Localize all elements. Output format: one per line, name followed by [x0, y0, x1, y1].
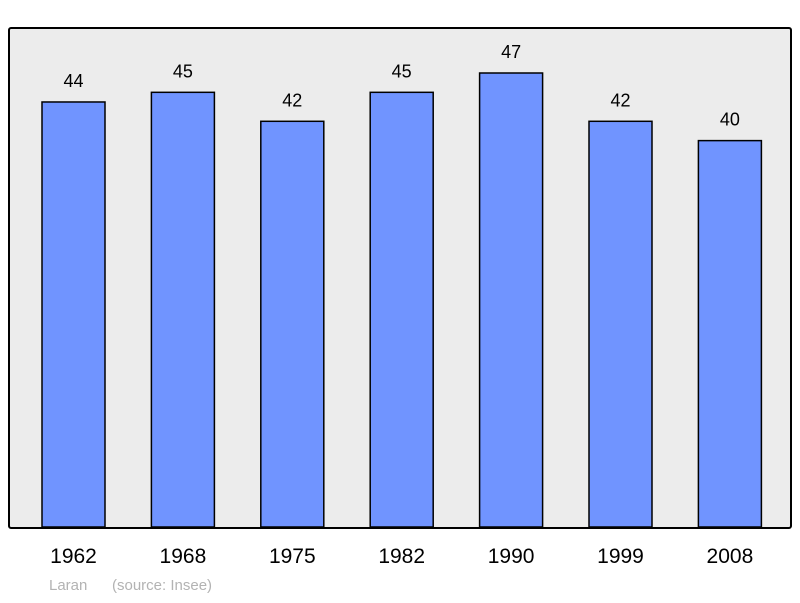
- x-tick-label-1982: 1982: [378, 545, 425, 568]
- x-tick-label-1962: 1962: [50, 545, 97, 568]
- bar-1962: [41, 101, 106, 528]
- data-label-1982: 45: [392, 61, 412, 81]
- data-label-1962: 44: [63, 71, 83, 91]
- data-label-2008: 40: [720, 110, 740, 130]
- x-tick-label-1975: 1975: [269, 545, 316, 568]
- bar-1999: [588, 120, 653, 528]
- bar-1990: [478, 72, 544, 528]
- x-tick-label-1990: 1990: [488, 545, 535, 568]
- data-label-1968: 45: [173, 61, 193, 81]
- data-label-1999: 42: [610, 90, 630, 110]
- x-tick-label-2008: 2008: [707, 545, 754, 568]
- bar-1975: [260, 120, 325, 528]
- bar-2008: [697, 139, 763, 528]
- caption-place: Laran: [49, 577, 87, 594]
- bars: 44 1962 45 1968 42 1975 45 1982 47 1990 42 1999 40 20…: [41, 42, 763, 568]
- x-tick-label-1999: 1999: [597, 545, 644, 568]
- data-label-1975: 42: [282, 90, 302, 110]
- x-tick-label-1968: 1968: [160, 545, 207, 568]
- data-label-1990: 47: [501, 42, 521, 62]
- bar-1982: [369, 91, 434, 528]
- bar-1968: [150, 91, 216, 528]
- caption-source: (source: Insee): [112, 577, 212, 594]
